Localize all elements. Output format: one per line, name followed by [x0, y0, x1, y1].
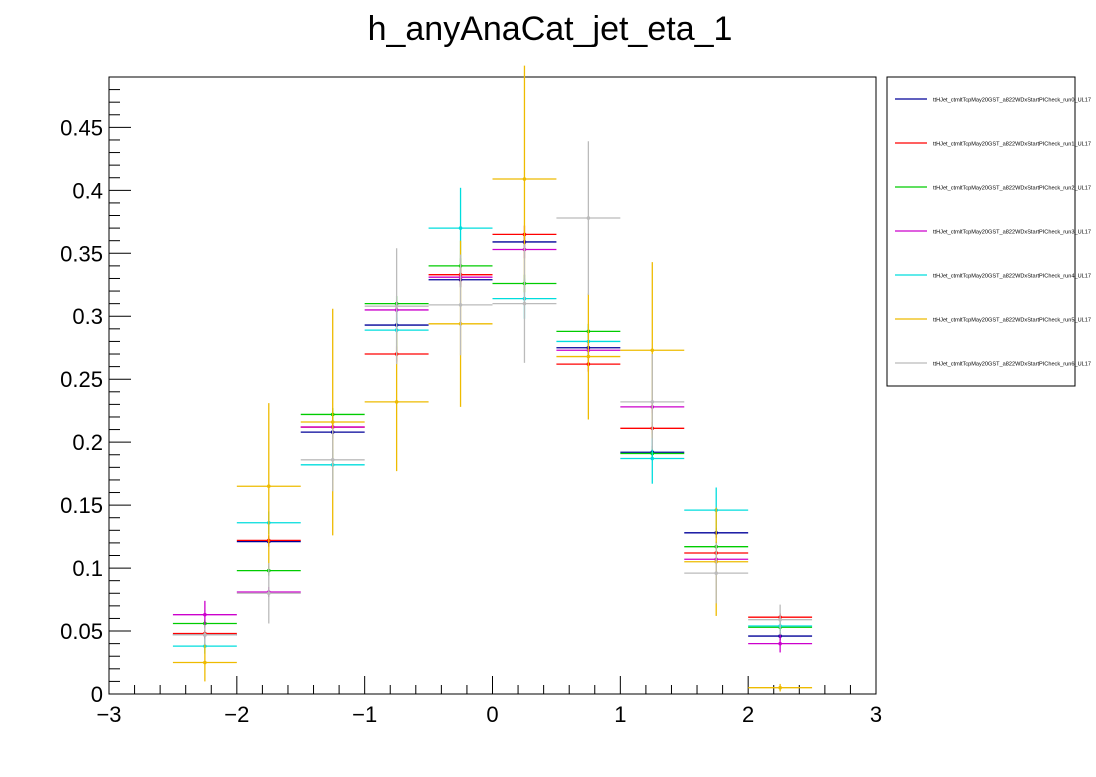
x-tick-label: −1 [352, 702, 377, 727]
data-point [778, 685, 782, 690]
legend-label: ttHJet_ctmltTcpMay20GST_a822WDxStartPICh… [933, 98, 1091, 104]
data-point [394, 304, 399, 308]
data-point [586, 216, 591, 220]
data-point [586, 354, 591, 359]
plot-border [108, 76, 877, 695]
axes: 0 0.05 0.1 0.15 0.2 0.25 0.3 0.35 0.4 0.45 −3 −2 −1 0… [60, 76, 882, 727]
data-point [266, 484, 271, 489]
legend-label: ttHJet_ctmltTcpMay20GST_a822WDxStartPICh… [933, 362, 1091, 368]
legend-label: ttHJet_ctmltTcpMay20GST_a822WDxStartPICh… [933, 318, 1091, 324]
legend: ttHJet_ctmltTcpMay20GST_a822WDxStartPICh… [886, 76, 1091, 387]
y-tick-label: 0.4 [72, 178, 103, 203]
data-point [330, 420, 335, 424]
data-point [266, 591, 271, 596]
chart-title: h_anyAnaCat_jet_eta_1 [368, 10, 733, 48]
data-point [714, 571, 719, 575]
y-tick-label: 0.15 [60, 493, 103, 518]
legend-label: ttHJet_ctmltTcpMay20GST_a822WDxStartPICh… [933, 274, 1091, 280]
data-point [650, 456, 655, 461]
data-point [778, 617, 782, 622]
data-point [458, 226, 463, 230]
x-tick-label: 2 [742, 702, 754, 727]
y-tick-label: 0.35 [60, 241, 103, 266]
y-tick-label: 0.1 [72, 556, 103, 581]
y-tick-label: 0.45 [60, 115, 103, 140]
y-tick-label: 0.3 [72, 304, 103, 329]
data-point [203, 660, 207, 665]
x-tick-label: −3 [96, 702, 121, 727]
x-tick-label: 3 [870, 702, 882, 727]
data-point [650, 400, 655, 404]
legend-label: ttHJet_ctmltTcpMay20GST_a822WDxStartPICh… [933, 142, 1091, 148]
data-point [458, 303, 463, 307]
legend-label: ttHJet_ctmltTcpMay20GST_a822WDxStartPICh… [933, 230, 1091, 236]
data-point [778, 641, 782, 646]
series-5 [172, 65, 813, 692]
data-point [522, 177, 527, 181]
y-tick-label: 0.2 [72, 430, 103, 455]
data-point [650, 348, 655, 353]
x-tick-label: −2 [224, 702, 249, 727]
data-point [394, 400, 399, 404]
data-point [522, 301, 527, 306]
legend-label: ttHJet_ctmltTcpMay20GST_a822WDxStartPICh… [933, 186, 1091, 192]
data-point [330, 457, 335, 462]
y-tick-label: 0.05 [60, 619, 103, 644]
series-6 [172, 141, 813, 645]
x-tick-label: 1 [614, 702, 626, 727]
y-tick-label: 0.25 [60, 367, 103, 392]
data-point [203, 633, 207, 637]
y-tick-label: 0 [91, 682, 103, 707]
data-series [172, 65, 813, 692]
data-point [203, 612, 207, 617]
x-tick-label: 0 [486, 702, 498, 727]
plot-frame [108, 76, 877, 695]
